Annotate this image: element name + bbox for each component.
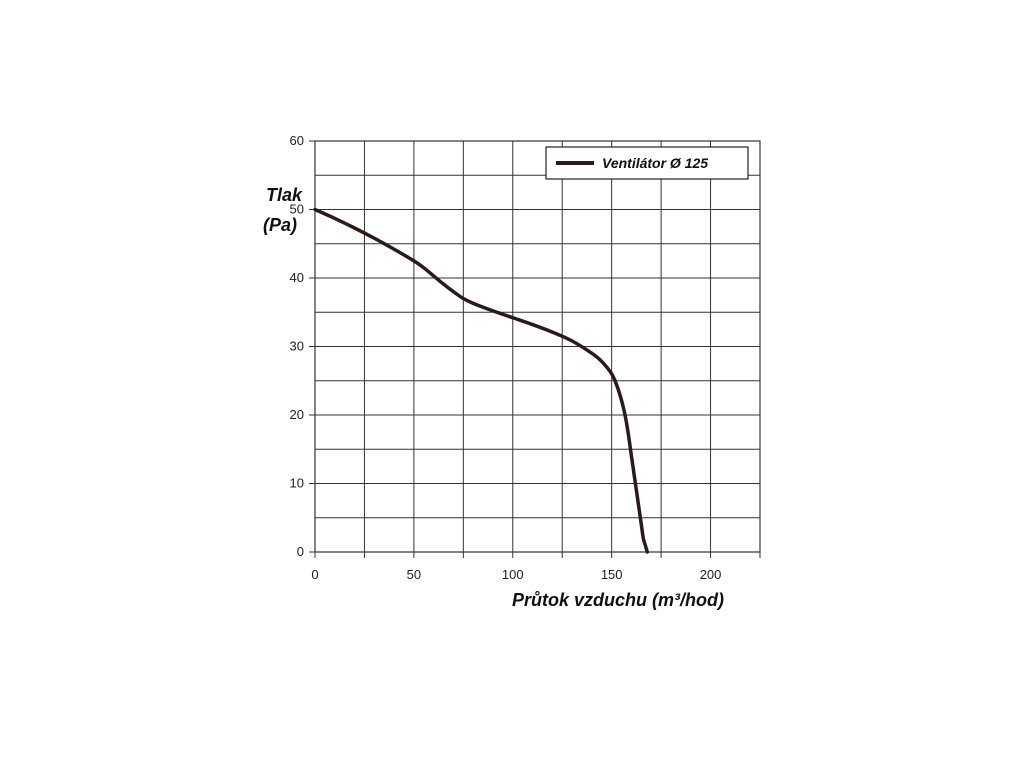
series-line [313, 207, 650, 554]
tick-labels: 0 10 20 30 40 50 60 0 50 100 150 200 [290, 133, 722, 582]
legend-label: Ventilátor Ø 125 [602, 155, 708, 171]
y-tick-label: 20 [290, 407, 304, 422]
y-tick-label: 10 [290, 476, 304, 491]
legend: Ventilátor Ø 125 [545, 146, 749, 180]
x-axis-title: Průtok vzduchu (m³/hod) [512, 590, 724, 610]
y-tick-label: 60 [290, 133, 304, 148]
y-axis-title-line2: (Pa) [263, 215, 297, 235]
x-tick-label: 100 [502, 567, 524, 582]
x-tick-label: 150 [601, 567, 623, 582]
y-tick-label: 50 [290, 202, 304, 217]
series-lines [313, 207, 650, 554]
y-tick-label: 40 [290, 270, 304, 285]
y-tick-label: 0 [297, 544, 304, 559]
y-axis-title-line1: Tlak [266, 185, 303, 205]
grid [309, 140, 761, 558]
x-tick-label: 200 [700, 567, 722, 582]
y-tick-label: 30 [290, 339, 304, 354]
x-tick-label: 50 [407, 567, 421, 582]
x-tick-label: 0 [311, 567, 318, 582]
